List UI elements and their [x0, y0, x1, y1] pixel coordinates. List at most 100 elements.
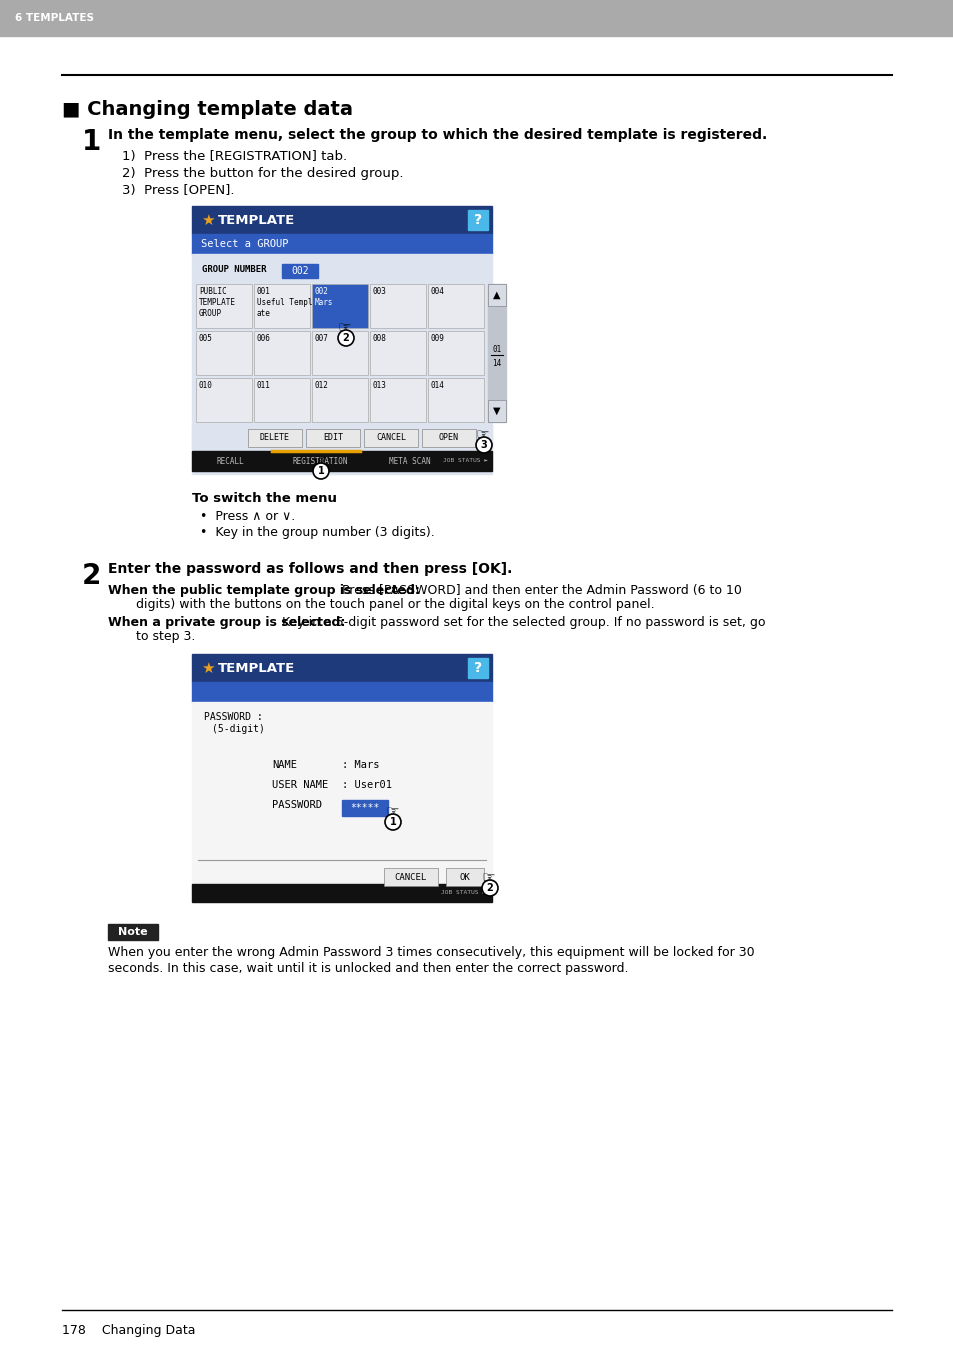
Text: When the public template group is selected:: When the public template group is select…: [108, 584, 419, 597]
Text: to step 3.: to step 3.: [108, 630, 195, 643]
Bar: [192, 682, 492, 703]
Text: 2: 2: [82, 562, 101, 590]
Bar: [370, 284, 426, 328]
Text: 003: 003: [373, 286, 387, 296]
Text: PUBLIC
TEMPLATE
GROUP: PUBLIC TEMPLATE GROUP: [199, 286, 235, 319]
Text: In the template menu, select the group to which the desired template is register: In the template menu, select the group t…: [108, 128, 766, 142]
Text: 1: 1: [389, 817, 395, 827]
Text: ?: ?: [474, 661, 481, 676]
Text: META SCAN: META SCAN: [389, 457, 431, 466]
Bar: [306, 430, 359, 447]
Text: GROUP NUMBER: GROUP NUMBER: [202, 266, 266, 274]
Text: TEMPLATE: TEMPLATE: [218, 662, 294, 674]
Text: EDIT: EDIT: [323, 434, 343, 443]
Text: 14: 14: [492, 358, 501, 367]
Text: ☞: ☞: [385, 804, 398, 819]
Text: 011: 011: [256, 381, 271, 390]
Text: JOB STATUS ►: JOB STATUS ►: [442, 458, 488, 463]
Text: 014: 014: [431, 381, 444, 390]
Text: 009: 009: [431, 334, 444, 343]
Text: 178    Changing Data: 178 Changing Data: [62, 1324, 195, 1337]
Bar: [468, 209, 488, 230]
Text: To switch the menu: To switch the menu: [192, 492, 336, 505]
Text: : Mars: : Mars: [341, 761, 379, 770]
Bar: [192, 654, 492, 682]
Text: USER NAME: USER NAME: [272, 780, 328, 790]
Text: 3)  Press [OPEN].: 3) Press [OPEN].: [122, 184, 234, 197]
Text: CANCEL: CANCEL: [395, 873, 427, 881]
Text: digits) with the buttons on the touch panel or the digital keys on the control p: digits) with the buttons on the touch pa…: [108, 598, 654, 611]
Bar: [192, 884, 492, 902]
Text: *****: *****: [350, 802, 379, 813]
Text: TEMPLATE: TEMPLATE: [218, 213, 294, 227]
Text: ☞: ☞: [480, 870, 495, 885]
Bar: [192, 254, 492, 474]
Bar: [428, 378, 483, 422]
Circle shape: [337, 330, 354, 346]
Bar: [192, 426, 492, 449]
Text: When you enter the wrong Admin Password 3 times consecutively, this equipment wi: When you enter the wrong Admin Password …: [108, 946, 754, 959]
Bar: [195, 284, 252, 328]
Bar: [192, 451, 492, 471]
Text: ☞: ☞: [475, 427, 488, 442]
Text: 01: 01: [492, 345, 501, 354]
Text: ?: ?: [474, 213, 481, 227]
Bar: [488, 284, 505, 422]
Bar: [488, 400, 505, 422]
Text: 012: 012: [314, 381, 329, 390]
Text: When a private group is selected:: When a private group is selected:: [108, 616, 345, 630]
Text: OK: OK: [459, 873, 470, 881]
Bar: [364, 430, 417, 447]
Bar: [370, 378, 426, 422]
Text: 007: 007: [314, 334, 329, 343]
Text: 005: 005: [199, 334, 213, 343]
Bar: [312, 284, 368, 328]
Text: 1: 1: [317, 466, 324, 476]
Bar: [384, 867, 437, 886]
Text: 013: 013: [373, 381, 387, 390]
Bar: [428, 284, 483, 328]
Text: 004: 004: [431, 286, 444, 296]
Text: Key in a 5-digit password set for the selected group. If no password is set, go: Key in a 5-digit password set for the se…: [282, 616, 764, 630]
Text: REGISTRATION: REGISTRATION: [292, 457, 348, 466]
Bar: [282, 263, 317, 278]
Bar: [195, 331, 252, 376]
Text: Note: Note: [118, 927, 148, 938]
Bar: [370, 331, 426, 376]
Text: 1: 1: [82, 128, 101, 155]
Text: PASSWORD :: PASSWORD :: [204, 712, 262, 721]
Text: Select a GROUP: Select a GROUP: [201, 239, 288, 249]
Text: Press [PASSWORD] and then enter the Admin Password (6 to 10: Press [PASSWORD] and then enter the Admi…: [341, 584, 741, 597]
Bar: [488, 284, 505, 305]
Bar: [253, 331, 310, 376]
Text: CANCEL: CANCEL: [375, 434, 406, 443]
Text: (5-digit): (5-digit): [212, 724, 265, 734]
Circle shape: [476, 436, 492, 453]
Text: •  Press ∧ or ∨.: • Press ∧ or ∨.: [200, 509, 294, 523]
Bar: [0, 0, 953, 36]
Text: 2: 2: [486, 884, 493, 893]
Text: RECALL: RECALL: [216, 457, 244, 466]
Bar: [312, 378, 368, 422]
Text: 001
Useful Templ
ate: 001 Useful Templ ate: [256, 286, 313, 319]
Bar: [341, 800, 388, 816]
Text: NAME: NAME: [272, 761, 296, 770]
Text: 2: 2: [342, 332, 349, 343]
Text: 2)  Press the button for the desired group.: 2) Press the button for the desired grou…: [122, 168, 403, 180]
Circle shape: [385, 815, 400, 830]
Text: 006: 006: [256, 334, 271, 343]
Text: DELETE: DELETE: [260, 434, 290, 443]
Bar: [192, 205, 492, 474]
Bar: [253, 378, 310, 422]
Text: ★: ★: [201, 212, 214, 227]
Text: ▲: ▲: [493, 290, 500, 300]
Text: PASSWORD: PASSWORD: [272, 800, 322, 811]
Text: ★: ★: [201, 661, 214, 676]
Circle shape: [313, 463, 329, 480]
Text: 008: 008: [373, 334, 387, 343]
Bar: [248, 430, 302, 447]
Bar: [192, 205, 492, 234]
Bar: [312, 331, 368, 376]
Text: ☞: ☞: [313, 453, 327, 467]
Circle shape: [481, 880, 497, 896]
